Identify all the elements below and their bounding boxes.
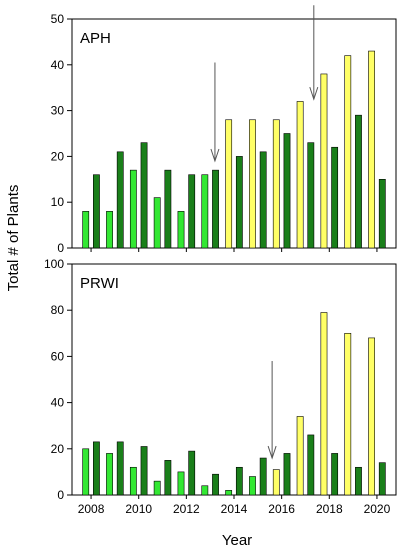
bar-prwi-2013-first [201,485,209,496]
bar-aph-2017-first [296,101,304,249]
bar-prwi-2017-first [296,416,304,496]
bar-aph-2010-first [129,169,137,249]
bar-prwi-2013-second [212,473,219,496]
y-axis-title: Total # of Plants [5,185,22,292]
x-tick-label-2018: 2018 [316,502,343,516]
bar-prwi-2020-second [378,462,386,496]
arrow-head-prwi-0 [267,445,277,460]
bar-prwi-2008-second [93,441,100,496]
bar-aph-2019-second [355,114,362,249]
bar-prwi-2019-second [355,466,362,496]
bar-prwi-2020-first [368,337,375,496]
y-tick-label-aph-50: 50 [51,12,65,26]
bar-aph-2016-second [283,133,291,249]
bar-aph-2015-first [249,119,256,249]
bar-aph-2020-first [368,50,375,249]
x-tick-label-2010: 2010 [125,502,152,516]
y-tick-label-prwi-60: 60 [51,349,65,363]
bar-aph-2012-first [177,211,185,249]
bar-aph-2009-second [116,151,124,249]
bar-prwi-2012-first [177,471,185,496]
panel-label-aph: APH [80,30,111,47]
y-tick-label-aph-20: 20 [51,149,65,163]
y-tick-label-aph-0: 0 [57,241,64,255]
bar-aph-2011-first [153,197,161,249]
y-tick-label-prwi-0: 0 [57,488,64,502]
arrow-head-aph-0 [210,148,220,163]
bar-aph-2014-first [225,119,233,249]
bar-prwi-2016-first [272,469,280,496]
bar-aph-2009-first [106,211,113,249]
bar-prwi-2011-second [164,460,172,496]
bar-prwi-2017-second [307,434,315,496]
bar-aph-2015-second [259,151,267,249]
bar-aph-2011-second [164,169,172,249]
bar-aph-2012-second [188,174,196,249]
bar-aph-2008-second [93,174,100,249]
bar-prwi-2014-first [225,490,233,496]
bar-prwi-2008-first [82,448,90,496]
panel-label-prwi: PRWI [80,275,119,292]
x-tick-label-2008: 2008 [78,502,105,516]
bar-aph-2010-second [140,142,148,249]
bar-aph-2020-second [378,179,386,249]
bar-prwi-2012-second [188,450,196,496]
bar-aph-2013-second [212,169,219,249]
bar-prwi-2018-first [320,312,328,496]
x-tick-label-2014: 2014 [221,502,248,516]
bar-aph-2017-second [307,142,315,249]
bar-prwi-2011-first [153,480,161,496]
bar-aph-2018-first [320,73,328,249]
bar-aph-2018-second [331,146,339,249]
bar-prwi-2019-first [344,332,352,496]
bar-aph-2014-second [235,156,243,249]
bar-prwi-2018-second [331,453,339,496]
bar-prwi-2010-second [140,446,148,496]
bar-aph-2016-first [272,119,280,249]
y-tick-label-aph-30: 30 [51,104,65,118]
y-tick-label-aph-40: 40 [51,58,65,72]
x-axis-title: Year [222,532,252,549]
x-tick-label-2020: 2020 [364,502,391,516]
bar-prwi-2009-first [106,453,113,496]
bar-aph-2019-first [344,55,352,249]
arrow-head-aph-1 [309,86,319,101]
bar-prwi-2009-second [116,441,124,496]
y-tick-label-aph-10: 10 [51,195,65,209]
bar-aph-2013-first [201,174,209,249]
bar-prwi-2014-second [235,466,243,496]
x-tick-label-2012: 2012 [173,502,200,516]
bar-prwi-2016-second [283,453,291,496]
y-tick-label-prwi-100: 100 [44,257,64,271]
bar-prwi-2015-second [259,457,267,496]
bar-prwi-2015-first [249,476,256,496]
y-tick-label-prwi-40: 40 [51,396,65,410]
x-tick-label-2016: 2016 [268,502,295,516]
bar-aph-2008-first [82,211,90,249]
y-tick-label-prwi-20: 20 [51,442,65,456]
y-tick-label-prwi-80: 80 [51,303,65,317]
bar-prwi-2010-first [129,466,137,496]
